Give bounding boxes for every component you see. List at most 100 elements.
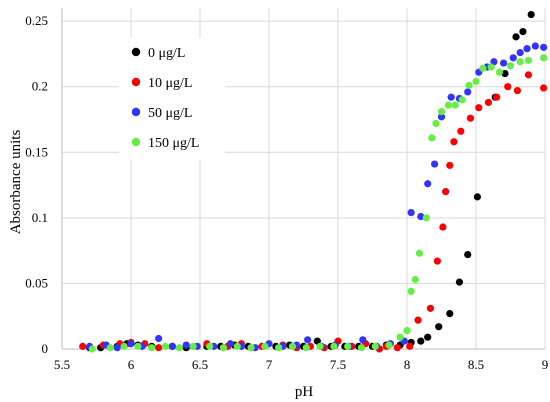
- data-point: [446, 309, 454, 318]
- data-point: [304, 336, 312, 344]
- data-point: [501, 69, 509, 78]
- data-point: [512, 33, 520, 41]
- y-tick-label: 0.15: [25, 144, 48, 159]
- data-point: [357, 344, 366, 352]
- data-point: [519, 28, 527, 36]
- data-point: [444, 101, 452, 109]
- legend-marker: [131, 137, 141, 147]
- data-point: [428, 134, 436, 142]
- data-point: [175, 344, 183, 352]
- data-point: [431, 160, 439, 168]
- x-tick-label: 8: [404, 357, 411, 372]
- data-point: [288, 342, 297, 350]
- x-tick-label: 7: [266, 357, 273, 372]
- x-tick-label: 8.5: [468, 357, 484, 372]
- data-point: [435, 323, 443, 331]
- data-point: [424, 333, 432, 341]
- data-point: [182, 341, 190, 349]
- data-point: [458, 96, 466, 104]
- data-point: [464, 250, 472, 259]
- data-point: [455, 278, 464, 286]
- data-point: [500, 59, 508, 67]
- x-tick-label: 9: [542, 357, 549, 372]
- data-point: [226, 340, 234, 348]
- data-point: [219, 344, 228, 352]
- data-point: [414, 316, 422, 324]
- data-point: [88, 345, 96, 353]
- data-point: [396, 333, 404, 341]
- data-point: [433, 257, 441, 265]
- data-point: [524, 71, 533, 79]
- data-point: [371, 342, 379, 350]
- data-point: [168, 342, 176, 350]
- data-point: [359, 336, 367, 344]
- data-point: [495, 68, 504, 76]
- data-point: [504, 83, 512, 91]
- data-points: [79, 10, 548, 353]
- data-point: [451, 101, 459, 109]
- data-point: [475, 104, 483, 112]
- data-point: [442, 188, 450, 196]
- data-point: [523, 45, 531, 53]
- data-point: [393, 344, 401, 352]
- x-tick-label: 7.5: [330, 357, 346, 372]
- data-point: [506, 62, 515, 70]
- data-point: [464, 88, 472, 96]
- data-point: [189, 342, 197, 350]
- data-point: [484, 98, 493, 107]
- data-point: [426, 304, 435, 312]
- data-point: [155, 344, 163, 352]
- legend-marker: [131, 107, 141, 117]
- x-tick-labels: 5.5 6 6.5 7 7.5 8 8.5 9: [54, 357, 548, 372]
- data-point: [206, 342, 214, 350]
- data-point: [439, 223, 447, 231]
- data-point: [540, 84, 548, 92]
- data-point: [233, 342, 241, 350]
- data-point: [148, 344, 156, 352]
- data-point: [516, 58, 524, 66]
- data-point: [527, 10, 535, 19]
- y-tick-label: 0.1: [32, 210, 48, 225]
- data-point: [161, 342, 170, 350]
- data-point: [330, 342, 338, 350]
- y-tick-label: 0.25: [25, 13, 48, 28]
- data-point: [424, 180, 432, 188]
- data-point: [516, 48, 524, 57]
- data-point: [417, 337, 425, 345]
- legend-marker: [131, 47, 141, 57]
- data-point: [432, 119, 440, 128]
- legend-label: 50 μg/L: [148, 106, 192, 121]
- data-point: [473, 193, 481, 201]
- y-axis-title: Absorbance units: [8, 130, 24, 235]
- data-point: [447, 93, 455, 101]
- data-point: [493, 93, 501, 101]
- legend: 0 μg/L 10 μg/L 50 μg/L 150 μg/L: [119, 38, 225, 160]
- data-point: [487, 63, 495, 71]
- data-point: [79, 342, 87, 350]
- data-point: [411, 275, 419, 284]
- data-point: [513, 87, 522, 95]
- data-point: [261, 342, 269, 350]
- legend-label: 10 μg/L: [148, 76, 192, 91]
- data-point: [531, 42, 539, 50]
- data-point: [415, 249, 424, 257]
- data-point: [385, 341, 393, 349]
- series-4: [88, 54, 548, 353]
- data-point: [540, 54, 548, 62]
- data-point: [479, 64, 487, 72]
- legend-label: 0 μg/L: [148, 46, 185, 61]
- legend-marker: [131, 77, 141, 87]
- data-point: [406, 342, 414, 350]
- data-point: [450, 138, 458, 146]
- y-tick-label: 0.2: [32, 79, 48, 94]
- data-point: [457, 127, 465, 135]
- data-point: [113, 344, 121, 352]
- data-point: [540, 43, 548, 51]
- data-point: [127, 340, 135, 348]
- data-point: [344, 342, 352, 350]
- data-point: [446, 161, 454, 169]
- data-point: [437, 113, 446, 121]
- data-point: [106, 344, 114, 352]
- y-tick-label: 0: [42, 341, 49, 356]
- data-point: [466, 114, 475, 122]
